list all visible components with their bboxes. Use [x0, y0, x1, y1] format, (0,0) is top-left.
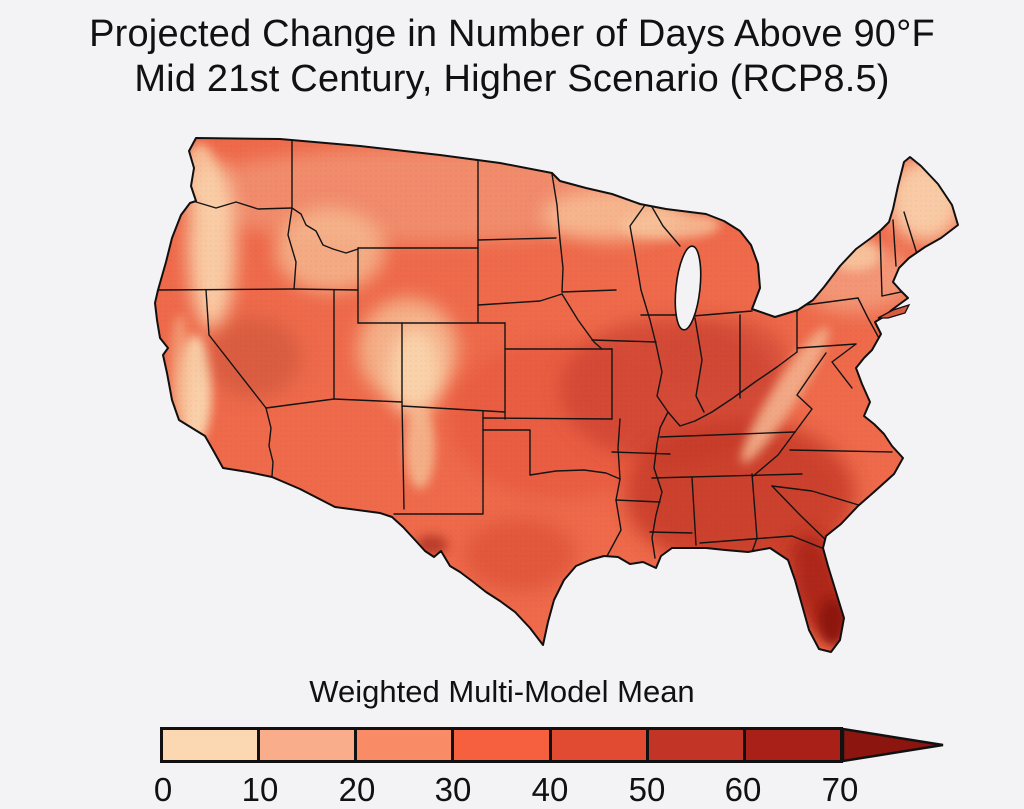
colorbar-tick-30: 30	[434, 771, 472, 808]
colorbar-arrow	[843, 727, 944, 763]
colorbar-tick-60: 60	[724, 771, 762, 808]
colorbar-tick-10: 10	[241, 771, 279, 808]
land-region	[154, 137, 959, 653]
colorbar-segment-40-50	[551, 730, 646, 760]
shading-layer	[155, 138, 958, 652]
figure-title: Projected Change in Number of Days Above…	[0, 12, 1024, 102]
colorbar-tick-70: 70	[821, 771, 859, 808]
colorbar-segment-50-60	[648, 730, 743, 760]
colorbar-segment-10-20	[260, 730, 355, 760]
lake-michigan	[674, 245, 702, 331]
legend-title: Weighted Multi-Model Mean	[309, 674, 695, 709]
title-line-2: Mid 21st Century, Higher Scenario (RCP8.…	[134, 58, 890, 100]
colorbar-segment-20-30	[357, 730, 452, 760]
long-island	[877, 303, 911, 319]
colorbar-segment-0-10	[163, 730, 258, 760]
colorbar-tick-0: 0	[153, 771, 173, 808]
colorbar	[160, 727, 843, 763]
colorbar-segment-30-40	[454, 730, 549, 760]
colorbar-tick-20: 20	[338, 771, 376, 808]
colorbar-tick-40: 40	[531, 771, 569, 808]
colorbar-segment-60-70	[745, 730, 840, 760]
title-line-1: Projected Change in Number of Days Above…	[89, 13, 935, 55]
colorbar-tick-50: 50	[628, 771, 666, 808]
